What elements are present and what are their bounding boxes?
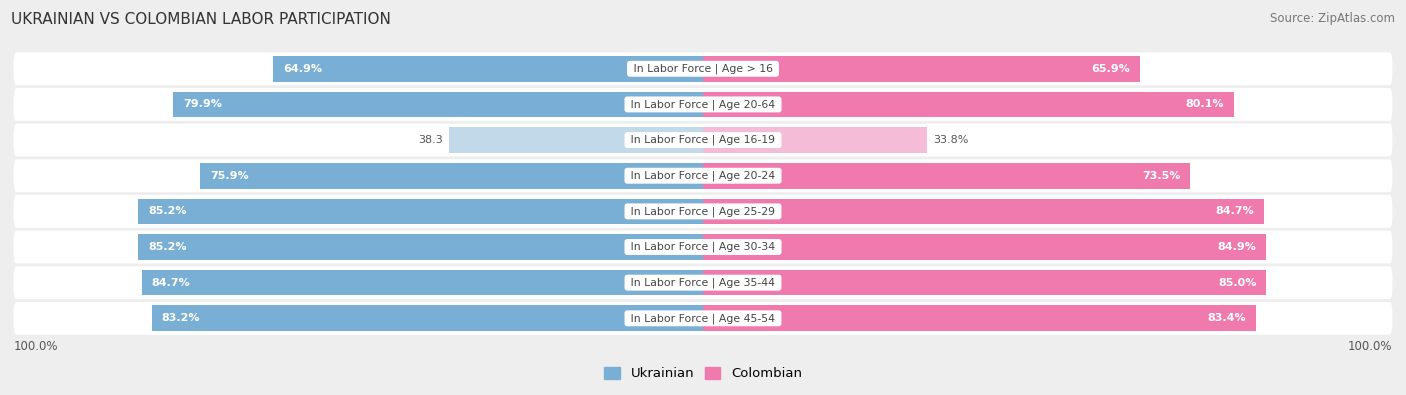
Bar	[138, 234, 703, 260]
FancyBboxPatch shape	[14, 159, 1392, 192]
Text: 100.0%: 100.0%	[1348, 340, 1392, 353]
Bar	[173, 92, 703, 117]
Text: In Labor Force | Age 16-19: In Labor Force | Age 16-19	[627, 135, 779, 145]
Bar	[449, 127, 703, 153]
Text: In Labor Force | Age 20-24: In Labor Force | Age 20-24	[627, 171, 779, 181]
Text: 83.4%: 83.4%	[1208, 313, 1246, 324]
Text: 84.9%: 84.9%	[1218, 242, 1256, 252]
Bar	[138, 199, 703, 224]
Text: 79.9%: 79.9%	[183, 100, 222, 109]
Bar	[703, 92, 1234, 117]
Bar	[703, 127, 927, 153]
Text: 80.1%: 80.1%	[1185, 100, 1225, 109]
Bar	[703, 56, 1140, 82]
Legend: Ukrainian, Colombian: Ukrainian, Colombian	[599, 362, 807, 386]
FancyBboxPatch shape	[14, 195, 1392, 228]
Bar	[142, 270, 703, 295]
Bar	[152, 305, 703, 331]
FancyBboxPatch shape	[14, 53, 1392, 85]
FancyBboxPatch shape	[14, 302, 1392, 335]
Text: 73.5%: 73.5%	[1142, 171, 1180, 181]
Text: 84.7%: 84.7%	[1216, 206, 1254, 216]
Text: 84.7%: 84.7%	[152, 278, 190, 288]
Text: Source: ZipAtlas.com: Source: ZipAtlas.com	[1270, 12, 1395, 25]
Text: 85.2%: 85.2%	[148, 242, 187, 252]
Text: In Labor Force | Age > 16: In Labor Force | Age > 16	[630, 64, 776, 74]
Bar	[200, 163, 703, 188]
FancyBboxPatch shape	[14, 231, 1392, 263]
FancyBboxPatch shape	[14, 88, 1392, 121]
Bar	[703, 234, 1265, 260]
Text: In Labor Force | Age 20-64: In Labor Force | Age 20-64	[627, 99, 779, 110]
Text: UKRAINIAN VS COLOMBIAN LABOR PARTICIPATION: UKRAINIAN VS COLOMBIAN LABOR PARTICIPATI…	[11, 12, 391, 27]
Bar	[703, 270, 1267, 295]
Text: 38.3: 38.3	[418, 135, 443, 145]
Text: 65.9%: 65.9%	[1091, 64, 1130, 74]
Bar	[273, 56, 703, 82]
Text: 75.9%: 75.9%	[209, 171, 249, 181]
Bar	[703, 199, 1264, 224]
Text: In Labor Force | Age 25-29: In Labor Force | Age 25-29	[627, 206, 779, 216]
Text: In Labor Force | Age 30-34: In Labor Force | Age 30-34	[627, 242, 779, 252]
Text: 64.9%: 64.9%	[283, 64, 322, 74]
Text: 83.2%: 83.2%	[162, 313, 200, 324]
Bar	[703, 163, 1191, 188]
FancyBboxPatch shape	[14, 266, 1392, 299]
Text: In Labor Force | Age 45-54: In Labor Force | Age 45-54	[627, 313, 779, 324]
Text: 85.2%: 85.2%	[148, 206, 187, 216]
Bar	[703, 305, 1256, 331]
Text: 100.0%: 100.0%	[14, 340, 58, 353]
FancyBboxPatch shape	[14, 124, 1392, 156]
Text: 85.0%: 85.0%	[1218, 278, 1257, 288]
Text: In Labor Force | Age 35-44: In Labor Force | Age 35-44	[627, 277, 779, 288]
Text: 33.8%: 33.8%	[934, 135, 969, 145]
